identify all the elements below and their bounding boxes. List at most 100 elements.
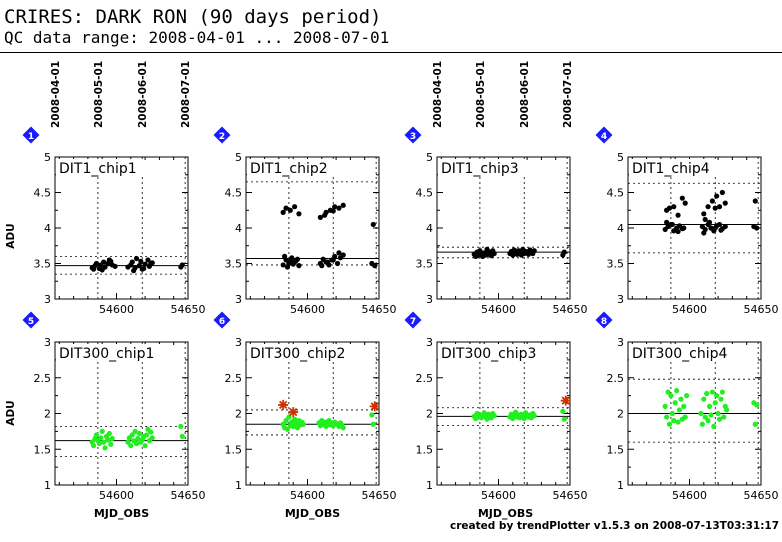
y-tick-label: 4: [426, 222, 433, 235]
data-point: [754, 225, 760, 231]
data-point: [319, 263, 325, 269]
data-point: [669, 410, 675, 417]
data-point: [283, 205, 289, 211]
panel-badge-number: 2: [219, 132, 225, 142]
data-point: [752, 421, 758, 427]
data-point: [752, 198, 758, 204]
data-point: [668, 393, 674, 399]
panel-title-bg: [56, 344, 161, 362]
y-tick-label: 3: [44, 336, 51, 349]
date-tick-label: 2008-04-01: [432, 61, 444, 128]
date-tick-label: 2008-04-01: [50, 61, 62, 128]
y-tick-label: 1.5: [416, 443, 434, 456]
data-point: [679, 195, 685, 201]
data-point: [702, 216, 708, 223]
panel-title: DIT1_chip1: [59, 161, 137, 177]
data-point: [369, 412, 375, 418]
data-point: [283, 418, 289, 424]
x-tick-label: 54600: [290, 489, 325, 502]
x-tick-label: 54650: [553, 489, 588, 502]
outlier-star: [369, 401, 380, 412]
data-point: [296, 263, 302, 269]
data-point: [142, 443, 148, 449]
data-point: [709, 389, 715, 395]
data-point: [98, 435, 104, 441]
data-point: [714, 193, 720, 199]
data-point: [317, 214, 323, 220]
y-tick-label: 3.5: [225, 258, 243, 271]
data-point: [716, 221, 723, 228]
panel-title: DIT300_chip3: [441, 346, 536, 362]
data-point: [136, 263, 142, 269]
plot-frame: [54, 341, 189, 486]
data-point: [560, 408, 566, 414]
y-tick-label: 2.5: [416, 372, 434, 385]
data-point: [708, 412, 714, 418]
page-subtitle: QC data range: 2008-04-01 ... 2008-07-01: [4, 28, 390, 47]
data-point: [715, 410, 721, 417]
plot-frame: [627, 156, 762, 300]
data-point: [675, 419, 681, 425]
data-point: [108, 441, 114, 447]
data-point: [706, 219, 713, 225]
header-divider: [0, 52, 782, 53]
plot-frame: [436, 341, 571, 486]
data-point: [531, 248, 537, 254]
data-point: [370, 221, 376, 228]
x-tick-label: 54600: [99, 489, 134, 502]
data-point: [714, 393, 720, 399]
data-point: [681, 225, 687, 231]
data-point: [666, 205, 673, 211]
data-point: [662, 403, 668, 409]
data-point: [684, 393, 690, 399]
data-point: [280, 262, 286, 268]
panel-title-bg: [56, 159, 144, 177]
data-point: [282, 253, 288, 259]
y-tick-label: 3: [235, 336, 242, 349]
data-point: [131, 268, 137, 274]
data-point: [99, 267, 105, 273]
panel-badge-number: 1: [28, 132, 34, 142]
data-point: [334, 260, 341, 267]
data-point: [105, 437, 111, 443]
panel-badge-number: 6: [219, 317, 225, 327]
outlier-star: [560, 395, 571, 406]
date-tick-label: 2008-06-01: [519, 61, 531, 128]
y-tick-label: 5: [617, 151, 624, 164]
data-point: [719, 189, 725, 196]
data-point: [702, 414, 708, 420]
data-point: [672, 400, 678, 406]
date-tick-label: 2008-05-01: [93, 61, 105, 128]
date-tick-label: 2008-06-01: [137, 61, 149, 128]
data-point: [143, 432, 150, 438]
data-point: [340, 202, 346, 208]
data-point: [293, 258, 299, 264]
y-tick-label: 2: [235, 408, 242, 421]
data-point: [93, 260, 100, 267]
x-axis-label: MJD_OBS: [94, 507, 149, 520]
x-tick-label: 54650: [744, 489, 779, 502]
y-axis-label-bottom: ADU: [5, 400, 17, 425]
data-point: [716, 204, 723, 210]
panel-badge-diamond: [404, 126, 422, 144]
panel-title-bg: [438, 344, 543, 362]
panel-title: DIT1_chip4: [632, 161, 710, 177]
panel-badge-diamond: [213, 311, 231, 329]
x-tick-label: 54650: [553, 303, 588, 316]
x-axis-label: MJD_OBS: [478, 507, 533, 520]
data-point: [101, 259, 107, 265]
data-point: [664, 219, 670, 225]
data-point: [179, 433, 185, 439]
x-tick-label: 54650: [362, 489, 397, 502]
data-point: [96, 440, 102, 447]
data-point: [706, 403, 713, 409]
y-tick-label: 1: [44, 479, 51, 492]
y-tick-label: 1.5: [607, 443, 625, 456]
data-point: [292, 416, 298, 422]
data-point: [132, 428, 138, 434]
data-point: [135, 435, 141, 442]
y-tick-label: 2: [617, 408, 624, 421]
data-point: [340, 425, 346, 431]
data-point: [674, 388, 680, 394]
